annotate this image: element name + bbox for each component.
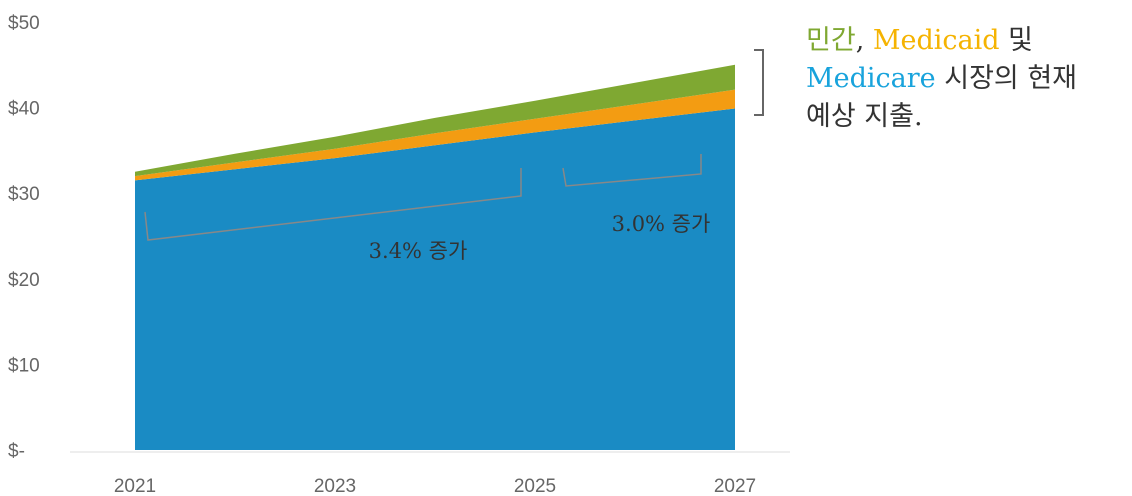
area-series bbox=[135, 64, 735, 450]
legend-line-2: Medicare 시장의 현재 bbox=[806, 60, 1132, 98]
x-tick-label: 2027 bbox=[714, 476, 756, 496]
x-axis-ticks: 2021 2023 2025 2027 bbox=[114, 476, 756, 496]
growth-annotations: 3.4% 증가 3.0% 증가 bbox=[144, 154, 711, 263]
legend-line-1: 민간, Medicaid 및 bbox=[806, 22, 1132, 60]
legend-private: 민간 bbox=[806, 25, 856, 56]
legend: 민간, Medicaid 및 Medicare 시장의 현재 예상 지출. bbox=[806, 22, 1132, 136]
legend-bracket bbox=[754, 49, 764, 116]
legend-line-3: 예상 지출. bbox=[806, 98, 1132, 136]
legend-medicare: Medicare bbox=[806, 63, 936, 94]
y-tick-label: $20 bbox=[8, 270, 40, 291]
x-tick-label: 2021 bbox=[114, 476, 156, 496]
legend-separator: , bbox=[855, 25, 873, 56]
area-민간 bbox=[135, 64, 735, 177]
y-tick-label: $50 bbox=[8, 13, 40, 34]
area-medicare bbox=[135, 108, 735, 450]
y-tick-label: $10 bbox=[8, 355, 40, 376]
y-tick-label: $- bbox=[8, 441, 25, 462]
legend-medicaid: Medicaid bbox=[872, 25, 1000, 56]
y-axis-ticks: $50 $40 $30 $20 $10 $- bbox=[8, 13, 40, 462]
legend-connector: 및 bbox=[999, 25, 1033, 56]
y-tick-label: $30 bbox=[8, 184, 40, 205]
legend-rest-1: 시장의 현재 bbox=[935, 63, 1078, 94]
growth-bracket bbox=[562, 154, 702, 187]
growth-bracket bbox=[144, 168, 522, 241]
growth-label: 3.0% 증가 bbox=[612, 212, 711, 236]
growth-label: 3.4% 증가 bbox=[369, 239, 468, 263]
chart: $50 $40 $30 $20 $10 $- 2021 2023 2025 2027 3.4% … bbox=[8, 13, 790, 496]
x-tick-label: 2023 bbox=[314, 476, 356, 496]
x-tick-label: 2025 bbox=[514, 476, 556, 496]
y-tick-label: $40 bbox=[8, 99, 40, 120]
legend-rest-2: 예상 지출. bbox=[806, 101, 923, 132]
area-medicaid bbox=[135, 89, 735, 181]
